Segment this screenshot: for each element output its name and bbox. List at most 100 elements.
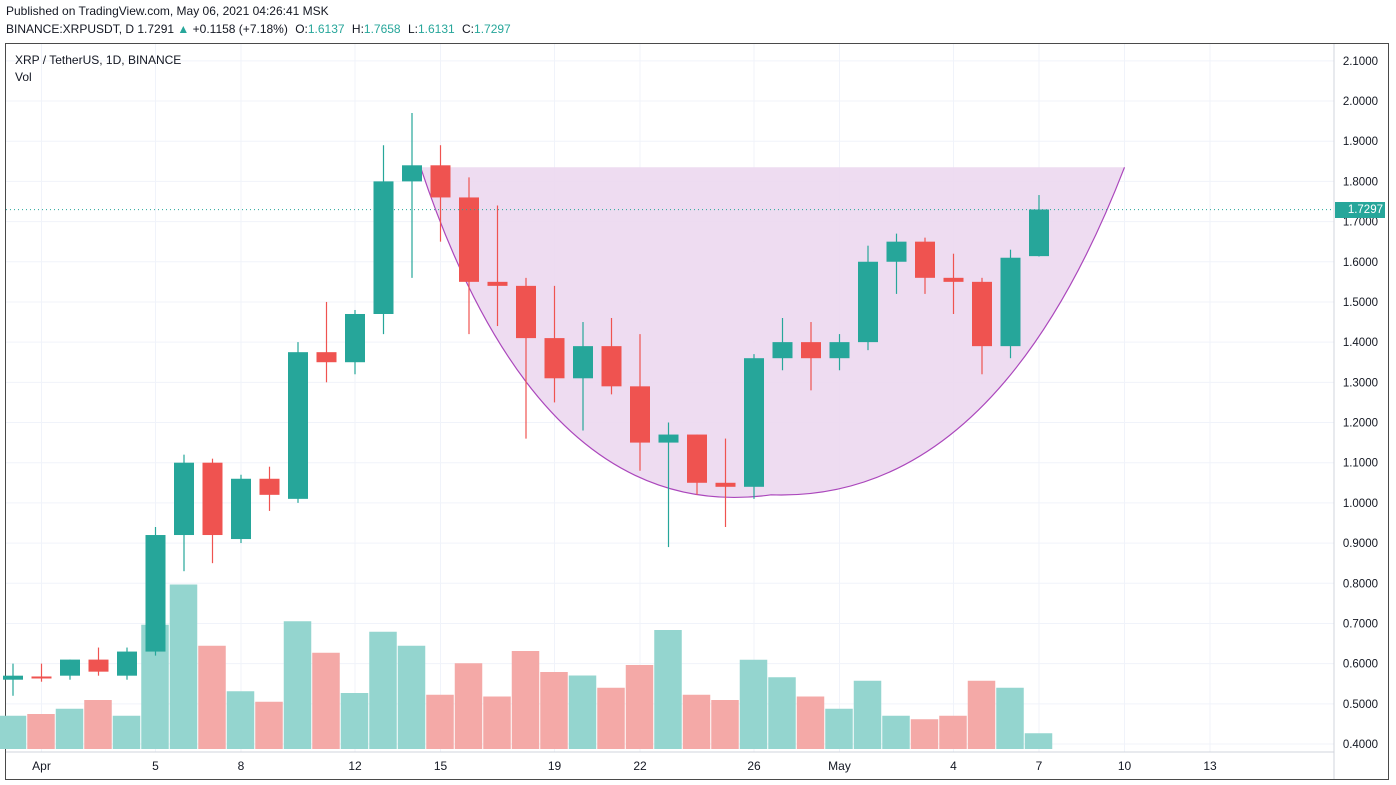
candle-body: [715, 482, 736, 487]
candle-body: [1000, 257, 1021, 347]
candle-body: [345, 313, 365, 363]
volume-bar: [597, 687, 625, 749]
y-tick-label: 1.1000: [1343, 458, 1378, 470]
y-tick-label: 0.4000: [1343, 739, 1378, 751]
x-tick-label: 26: [747, 759, 761, 773]
y-tick-label: 1.0000: [1343, 498, 1378, 510]
y-tick-label: 1.3000: [1343, 377, 1378, 389]
volume-bar: [340, 693, 369, 749]
close-label: C:: [462, 22, 475, 36]
candle-body: [801, 342, 821, 359]
x-tick-label: 5: [152, 759, 159, 773]
candle-body: [259, 478, 280, 495]
volume-bar: [996, 687, 1024, 749]
candle-body: [430, 165, 451, 198]
close-value: 1.7297: [474, 22, 511, 36]
chart-frame[interactable]: [5, 43, 1389, 780]
candle-body: [630, 386, 650, 443]
y-tick-label: 0.8000: [1343, 578, 1378, 590]
candle-body: [915, 241, 935, 278]
candle-body: [288, 352, 308, 499]
candle-body: [3, 675, 23, 680]
y-tick-label: 1.2000: [1343, 418, 1378, 430]
volume-bar: [654, 630, 682, 749]
y-tick-label: 0.7000: [1343, 618, 1378, 630]
volume-bar: [568, 675, 597, 749]
volume-bar: [967, 680, 996, 749]
candle-body: [544, 338, 565, 379]
open-value: 1.6137: [307, 22, 345, 36]
candle-body: [516, 285, 536, 339]
volume-bar: [255, 701, 283, 749]
candle-body: [687, 434, 707, 483]
y-tick-label: 0.9000: [1343, 538, 1378, 550]
volume-bar: [312, 652, 340, 749]
cup-pattern-fill: [420, 167, 1125, 498]
candle-body: [88, 659, 109, 672]
volume-bar: [625, 665, 654, 749]
volume-bar: [369, 631, 397, 749]
low-value: 1.6131: [417, 22, 455, 36]
change-arrow-icon: ▲: [177, 22, 190, 36]
y-tick-label: 1.5000: [1343, 297, 1378, 309]
candle-body: [202, 462, 223, 536]
volume-bar: [540, 672, 568, 749]
candle-body: [60, 659, 80, 676]
symbol-label: BINANCE:XRPUSDT, D: [6, 22, 135, 36]
candle-body: [573, 346, 593, 379]
candle-body: [972, 281, 992, 347]
volume-bar: [711, 700, 739, 749]
volume-bar: [910, 719, 939, 749]
legend-volume: Vol: [15, 70, 32, 84]
y-tick-label: 1.4000: [1343, 337, 1378, 349]
candle-body: [316, 352, 337, 363]
volume-bar: [454, 663, 483, 749]
last-price: 1.7291: [137, 22, 175, 36]
x-tick-label: 13: [1203, 759, 1217, 773]
current-price-tag: 1.7297: [1335, 201, 1385, 218]
candle-body: [943, 277, 964, 282]
x-tick-label: 22: [633, 759, 647, 773]
x-tick-label: 8: [238, 759, 245, 773]
y-tick-label: 1.7000: [1343, 217, 1378, 229]
volume-bar: [198, 645, 226, 749]
y-tick-label: 2.1000: [1343, 56, 1378, 68]
axes: 2.1000 2.0000 1.9000 1.8000 1.7000 1.6000 1.50…: [6, 44, 1378, 779]
low-label: L:: [407, 22, 418, 36]
volume-bar: [426, 694, 454, 749]
y-tick-label: 1.6000: [1343, 257, 1378, 269]
x-tick-label: 15: [434, 759, 448, 773]
volume-bar: [84, 700, 112, 749]
x-tick-label: Apr: [32, 759, 51, 773]
volume-bar: [27, 714, 55, 749]
x-tick-label: 10: [1118, 759, 1132, 773]
x-tick-label: 7: [1036, 759, 1043, 773]
y-tick-label: 0.5000: [1343, 699, 1378, 711]
y-tick-label: 1.9000: [1343, 136, 1378, 148]
volume-bar: [112, 715, 141, 749]
candle-body: [231, 478, 251, 540]
volume-bar: [768, 677, 796, 749]
cup-pattern: [419, 167, 1126, 499]
volume-bar: [796, 696, 825, 749]
volume-bar: [825, 708, 853, 749]
y-tick-label: 1.8000: [1343, 176, 1378, 188]
volume-bar: [55, 708, 84, 749]
volume-bars: [0, 584, 1053, 749]
legend-title: XRP / TetherUS, 1D, BINANCE: [15, 53, 182, 67]
candle-body: [117, 651, 137, 676]
high-label: H:: [351, 22, 364, 36]
volume-bar: [1024, 733, 1053, 749]
volume-bar: [853, 680, 882, 749]
candle-body: [601, 346, 622, 387]
published-caption: Published on TradingView.com, May 06, 20…: [6, 4, 329, 18]
candle-body: [886, 241, 907, 262]
candle-body: [402, 165, 422, 182]
volume-bar: [511, 651, 540, 749]
volume-bar: [397, 645, 426, 749]
candles: [3, 113, 1049, 696]
symbol-ohlc-line: BINANCE:XRPUSDT, D 1.7291 ▲ +0.1158 (+7.…: [6, 22, 511, 36]
volume-bar: [739, 659, 768, 749]
candle-body: [1029, 209, 1049, 257]
